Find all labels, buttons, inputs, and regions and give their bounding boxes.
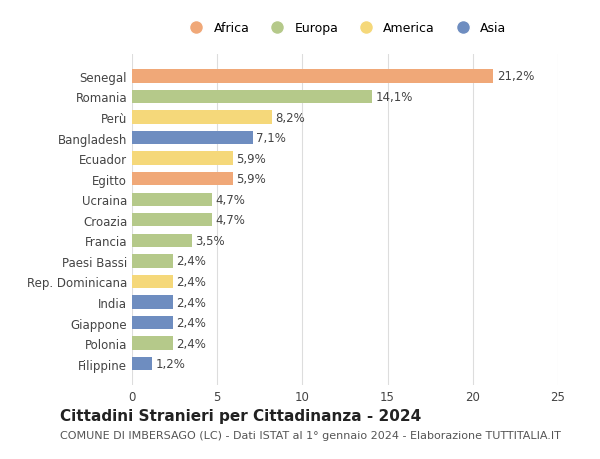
Text: 4,7%: 4,7% xyxy=(215,214,245,227)
Legend: Africa, Europa, America, Asia: Africa, Europa, America, Asia xyxy=(180,18,510,39)
Text: 2,4%: 2,4% xyxy=(176,255,206,268)
Text: 3,5%: 3,5% xyxy=(195,235,224,247)
Bar xyxy=(132,296,173,309)
Bar xyxy=(132,111,272,124)
Bar xyxy=(132,70,493,84)
Text: 5,9%: 5,9% xyxy=(236,173,266,186)
Bar xyxy=(132,213,212,227)
Bar xyxy=(132,255,173,268)
Text: 2,4%: 2,4% xyxy=(176,275,206,288)
Bar xyxy=(132,173,233,186)
Bar xyxy=(132,152,233,165)
Text: Cittadini Stranieri per Cittadinanza - 2024: Cittadini Stranieri per Cittadinanza - 2… xyxy=(60,408,421,423)
Text: 4,7%: 4,7% xyxy=(215,193,245,206)
Bar xyxy=(132,357,152,370)
Text: 2,4%: 2,4% xyxy=(176,296,206,309)
Bar xyxy=(132,132,253,145)
Text: COMUNE DI IMBERSAGO (LC) - Dati ISTAT al 1° gennaio 2024 - Elaborazione TUTTITAL: COMUNE DI IMBERSAGO (LC) - Dati ISTAT al… xyxy=(60,431,561,440)
Text: 1,2%: 1,2% xyxy=(156,358,186,370)
Text: 5,9%: 5,9% xyxy=(236,152,266,165)
Bar xyxy=(132,193,212,207)
Text: 21,2%: 21,2% xyxy=(497,70,534,83)
Text: 7,1%: 7,1% xyxy=(256,132,286,145)
Bar xyxy=(132,90,372,104)
Bar xyxy=(132,316,173,330)
Text: 2,4%: 2,4% xyxy=(176,316,206,330)
Text: 2,4%: 2,4% xyxy=(176,337,206,350)
Bar xyxy=(132,337,173,350)
Text: 8,2%: 8,2% xyxy=(275,111,305,124)
Bar xyxy=(132,234,191,247)
Bar xyxy=(132,275,173,289)
Text: 14,1%: 14,1% xyxy=(376,91,413,104)
